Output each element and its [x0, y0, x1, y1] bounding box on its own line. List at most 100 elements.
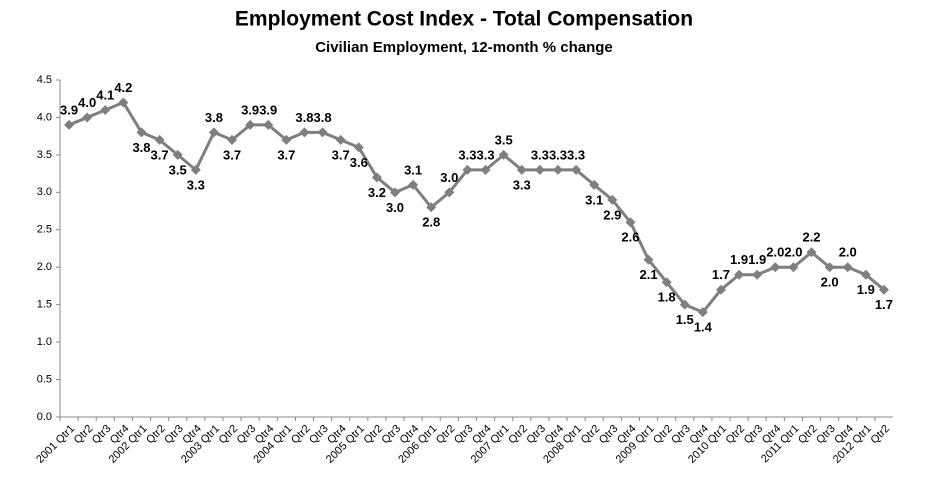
y-tick-label: 3.5	[37, 149, 52, 161]
marker	[444, 187, 455, 198]
marker	[607, 194, 618, 205]
value-label: 1.8	[658, 290, 676, 305]
marker	[679, 299, 690, 310]
value-label: 1.9	[857, 282, 875, 297]
value-label: 1.9	[730, 252, 748, 267]
marker	[227, 134, 238, 145]
value-label: 3.5	[495, 132, 513, 147]
marker	[571, 164, 582, 175]
marker	[335, 134, 346, 145]
value-label: 3.3	[549, 147, 567, 162]
value-label: 1.4	[694, 320, 713, 335]
marker	[154, 134, 165, 145]
x-tick-label: Qtr2	[869, 423, 893, 447]
marker	[734, 269, 745, 280]
y-tick-label: 0.0	[37, 411, 52, 423]
marker	[806, 247, 817, 258]
marker	[842, 262, 853, 273]
value-label: 2.9	[603, 207, 621, 222]
value-label: 3.0	[440, 170, 458, 185]
x-tick-label: 2001 Qtr1	[34, 423, 77, 466]
marker	[190, 164, 201, 175]
marker	[136, 127, 147, 138]
value-label: 3.3	[513, 177, 531, 192]
value-label: 3.3	[477, 147, 495, 162]
marker	[770, 262, 781, 273]
value-label: 3.1	[585, 192, 603, 207]
value-label: 2.1	[639, 267, 657, 282]
marker	[82, 112, 93, 123]
marker	[516, 164, 527, 175]
marker	[498, 149, 509, 160]
y-tick-label: 2.5	[37, 224, 52, 236]
value-label: 2.0	[766, 245, 784, 260]
marker	[752, 269, 763, 280]
marker	[208, 127, 219, 138]
value-label: 2.6	[621, 230, 639, 245]
marker	[715, 284, 726, 295]
marker	[697, 307, 708, 318]
value-label: 2.2	[802, 230, 820, 245]
marker	[317, 127, 328, 138]
value-label: 3.3	[567, 147, 585, 162]
y-tick-label: 2.0	[37, 261, 52, 273]
value-label: 3.9	[259, 102, 277, 117]
marker	[64, 119, 75, 130]
marker	[263, 119, 274, 130]
value-label: 3.9	[241, 102, 259, 117]
value-label: 3.3	[187, 177, 205, 192]
marker	[625, 217, 636, 228]
marker	[172, 149, 183, 160]
value-label: 3.8	[314, 110, 332, 125]
marker	[353, 142, 364, 153]
y-tick-label: 4.5	[37, 74, 52, 86]
chart-title: Employment Cost Index - Total Compensati…	[235, 8, 693, 31]
marker	[480, 164, 491, 175]
marker	[408, 179, 419, 190]
value-label: 3.7	[151, 147, 169, 162]
value-label: 1.5	[676, 312, 694, 327]
y-tick-label: 1.0	[37, 336, 52, 348]
marker	[788, 262, 799, 273]
y-tick-label: 3.0	[37, 186, 52, 198]
value-label: 4.1	[96, 87, 114, 102]
value-label: 2.0	[784, 245, 802, 260]
marker	[462, 164, 473, 175]
value-label: 3.5	[169, 162, 187, 177]
y-tick-label: 1.5	[37, 299, 52, 311]
value-label: 2.8	[422, 215, 440, 230]
marker	[878, 284, 889, 295]
value-label: 3.1	[404, 162, 422, 177]
value-label: 2.0	[839, 245, 857, 260]
value-label: 3.7	[277, 147, 295, 162]
value-label: 3.3	[531, 147, 549, 162]
marker	[100, 104, 111, 115]
value-label: 3.8	[132, 140, 150, 155]
value-label: 3.8	[205, 110, 223, 125]
marker	[281, 134, 292, 145]
value-label: 4.0	[78, 95, 96, 110]
value-label: 3.7	[332, 147, 350, 162]
value-label: 1.7	[875, 297, 893, 312]
marker	[643, 254, 654, 265]
value-label: 4.2	[114, 80, 132, 95]
marker	[245, 119, 256, 130]
marker	[824, 262, 835, 273]
value-label: 3.8	[295, 110, 313, 125]
y-tick-label: 4.0	[37, 111, 52, 123]
value-label: 1.7	[712, 267, 730, 282]
value-label: 3.6	[350, 155, 368, 170]
value-label: 1.9	[748, 252, 766, 267]
marker	[661, 277, 672, 288]
marker	[426, 202, 437, 213]
marker	[534, 164, 545, 175]
value-label: 2.0	[821, 275, 839, 290]
marker	[390, 187, 401, 198]
marker	[589, 179, 600, 190]
value-label: 3.0	[386, 200, 404, 215]
value-label: 3.3	[458, 147, 476, 162]
marker	[552, 164, 563, 175]
marker	[118, 97, 129, 108]
chart-subtitle: Civilian Employment, 12-month % change	[315, 39, 613, 56]
